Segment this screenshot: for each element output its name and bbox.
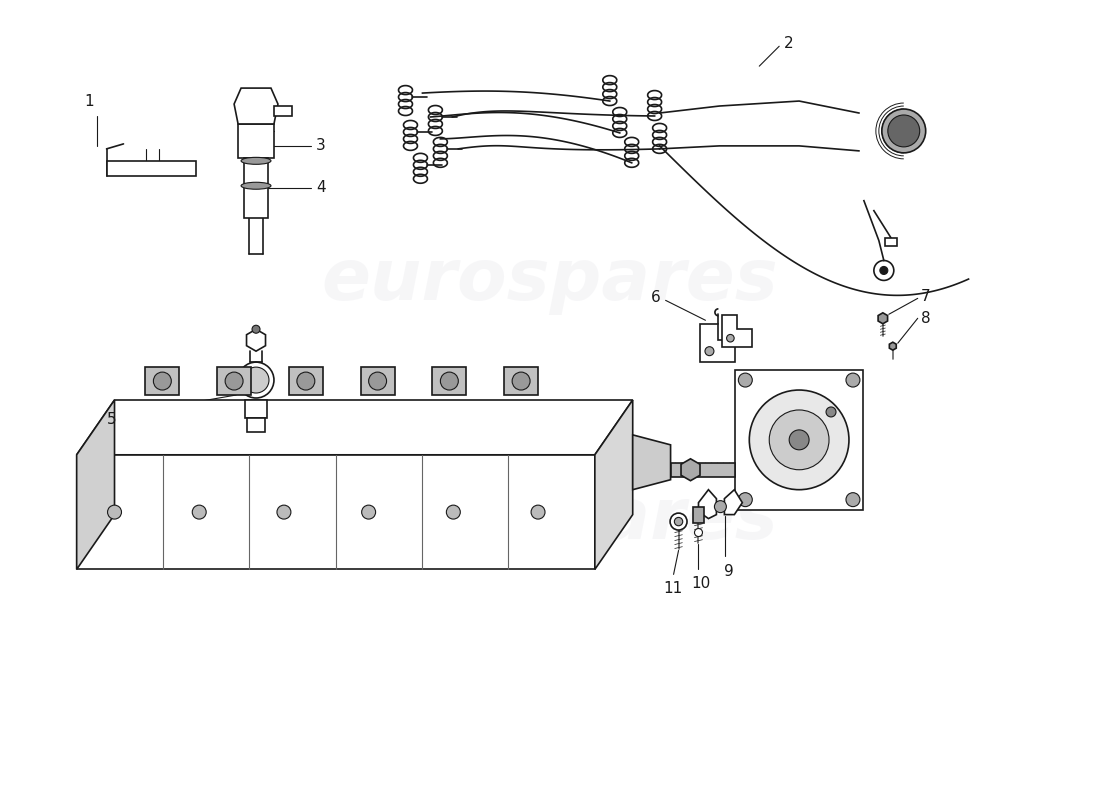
- Text: 2: 2: [784, 36, 794, 50]
- Circle shape: [749, 390, 849, 490]
- Circle shape: [882, 109, 926, 153]
- Circle shape: [705, 346, 714, 356]
- Text: 6: 6: [651, 290, 661, 305]
- Bar: [432, 367, 466, 395]
- Text: 3: 3: [316, 138, 326, 154]
- Bar: [671, 462, 736, 477]
- Circle shape: [727, 334, 734, 342]
- Polygon shape: [77, 400, 114, 570]
- Circle shape: [252, 326, 260, 334]
- Polygon shape: [632, 435, 671, 490]
- Bar: [504, 367, 538, 395]
- Polygon shape: [890, 342, 896, 350]
- Circle shape: [447, 505, 460, 519]
- Polygon shape: [77, 400, 632, 455]
- Circle shape: [238, 362, 274, 398]
- Bar: [245, 400, 267, 418]
- Bar: [244, 158, 268, 218]
- Circle shape: [769, 410, 829, 470]
- Text: 11: 11: [663, 582, 682, 596]
- Polygon shape: [723, 315, 752, 347]
- Text: 8: 8: [921, 310, 931, 326]
- Circle shape: [880, 266, 888, 274]
- Polygon shape: [595, 400, 632, 570]
- Text: eurospares: eurospares: [321, 485, 779, 554]
- Text: 7: 7: [921, 289, 931, 304]
- Bar: [238, 124, 274, 158]
- Polygon shape: [725, 490, 742, 514]
- Text: 5: 5: [107, 413, 117, 427]
- Circle shape: [277, 505, 290, 519]
- Polygon shape: [681, 458, 700, 481]
- Circle shape: [714, 501, 726, 513]
- Circle shape: [297, 372, 315, 390]
- Circle shape: [513, 372, 530, 390]
- Bar: [145, 367, 179, 395]
- Bar: [693, 506, 704, 522]
- Text: 1: 1: [85, 94, 95, 109]
- Polygon shape: [698, 490, 716, 518]
- Circle shape: [738, 493, 752, 506]
- Bar: [289, 367, 322, 395]
- Circle shape: [368, 372, 386, 390]
- Text: eurospares: eurospares: [321, 246, 779, 315]
- Polygon shape: [77, 455, 595, 570]
- Circle shape: [674, 518, 683, 526]
- Text: 4: 4: [316, 180, 326, 195]
- Circle shape: [362, 505, 375, 519]
- Bar: [736, 370, 862, 510]
- Polygon shape: [107, 161, 196, 176]
- Circle shape: [888, 115, 920, 147]
- Circle shape: [226, 372, 243, 390]
- Circle shape: [243, 367, 270, 393]
- Ellipse shape: [241, 182, 271, 190]
- Circle shape: [440, 372, 459, 390]
- Bar: [217, 367, 251, 395]
- Circle shape: [846, 373, 860, 387]
- Circle shape: [738, 373, 752, 387]
- Circle shape: [153, 372, 172, 390]
- Polygon shape: [274, 106, 292, 116]
- Polygon shape: [246, 330, 265, 351]
- Circle shape: [531, 505, 544, 519]
- Circle shape: [846, 493, 860, 506]
- Text: 9: 9: [724, 565, 734, 579]
- Text: 10: 10: [691, 576, 711, 591]
- Circle shape: [694, 529, 703, 537]
- Circle shape: [670, 513, 688, 530]
- Polygon shape: [701, 324, 736, 362]
- Polygon shape: [884, 238, 896, 246]
- Polygon shape: [234, 88, 278, 124]
- Circle shape: [192, 505, 206, 519]
- Polygon shape: [878, 313, 888, 324]
- Bar: [361, 367, 395, 395]
- Bar: [248, 418, 265, 432]
- Circle shape: [826, 407, 836, 417]
- Circle shape: [789, 430, 810, 450]
- Ellipse shape: [241, 158, 271, 164]
- Circle shape: [108, 505, 121, 519]
